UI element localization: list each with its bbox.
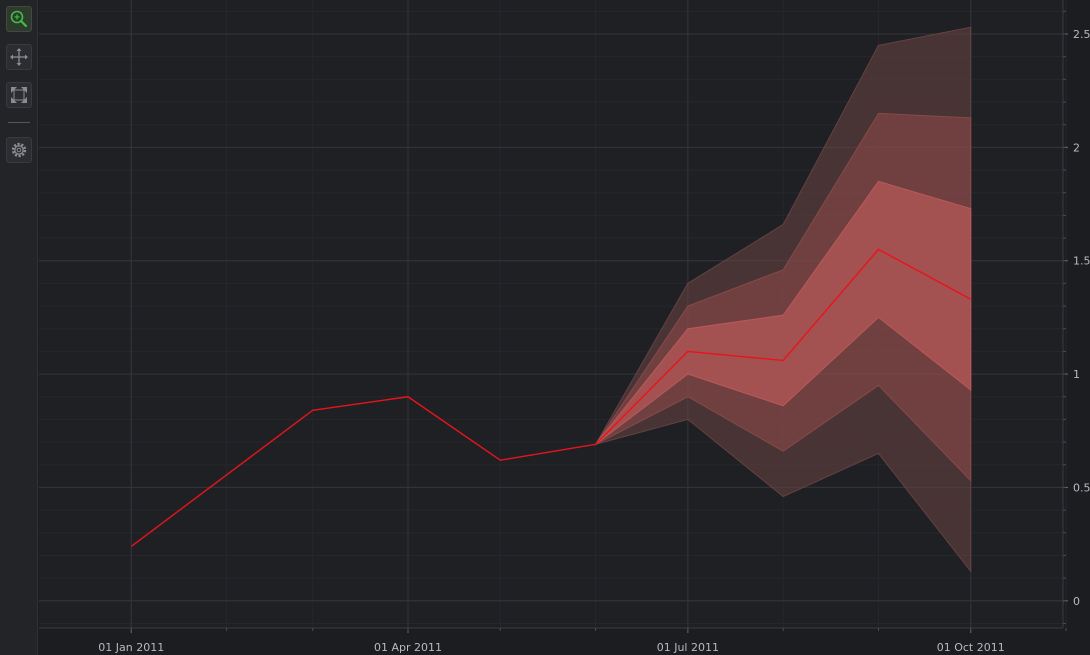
confidence-bands bbox=[594, 26, 972, 573]
y-tick-label: 0 bbox=[1073, 595, 1080, 608]
y-tick-label: 1 bbox=[1073, 368, 1080, 381]
x-tick-label: 01 Apr 2011 bbox=[374, 641, 442, 654]
x-tick-label: 01 Jan 2011 bbox=[98, 641, 164, 654]
gear-icon bbox=[11, 142, 27, 158]
series-line-1 bbox=[130, 248, 972, 547]
x-tick-label: 01 Oct 2011 bbox=[937, 641, 1005, 654]
zoom-tool-button[interactable] bbox=[6, 6, 32, 32]
y-tick-label: 1.5 bbox=[1073, 255, 1090, 268]
zoom-extents-icon bbox=[11, 87, 27, 103]
series-lines bbox=[130, 248, 972, 547]
toolbar-separator bbox=[8, 122, 30, 123]
pan-arrows-icon bbox=[10, 48, 28, 66]
y-axis: 0 0.5 1 1.5 2 2.5 bbox=[1063, 10, 1090, 624]
y-tick-label: 2.5 bbox=[1073, 28, 1090, 41]
zoom-magnifier-icon bbox=[10, 10, 28, 28]
y-tick-label: 2 bbox=[1073, 141, 1080, 154]
y-tick-label: 0.5 bbox=[1073, 481, 1090, 494]
zoom-extents-tool-button[interactable] bbox=[6, 82, 32, 108]
chart-toolbar bbox=[0, 0, 38, 655]
pan-tool-button[interactable] bbox=[6, 44, 32, 70]
x-axis: 01 Jan 2011 01 Apr 2011 01 Jul 2011 01 Oct … bbox=[98, 628, 1067, 654]
x-tick-label: 01 Jul 2011 bbox=[657, 641, 719, 654]
settings-tool-button[interactable] bbox=[6, 137, 32, 163]
